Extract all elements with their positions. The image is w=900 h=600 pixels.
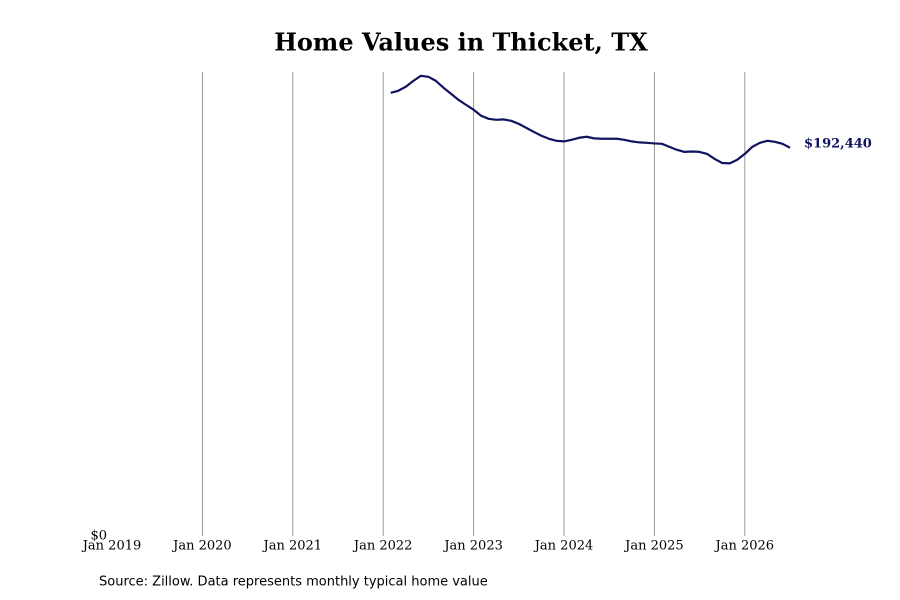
chart-title: Home Values in Thicket, TX: [274, 28, 648, 57]
x-tick-label: Jan 2024: [533, 539, 594, 554]
value-label: $192,440: [804, 136, 872, 151]
x-tick-label: Jan 2019: [81, 539, 142, 554]
source-note: Source: Zillow. Data represents monthly …: [99, 575, 488, 590]
x-tick-label: Jan 2026: [714, 539, 775, 554]
y-tick-label: $0: [90, 529, 107, 544]
line-series: [390, 74, 791, 165]
x-tick-label: Jan 2023: [442, 539, 503, 554]
x-tick-label: Jan 2025: [623, 539, 684, 554]
x-tick-label: Jan 2021: [262, 539, 323, 554]
x-tick-label: Jan 2022: [352, 539, 413, 554]
x-tick-label: Jan 2020: [171, 539, 232, 554]
